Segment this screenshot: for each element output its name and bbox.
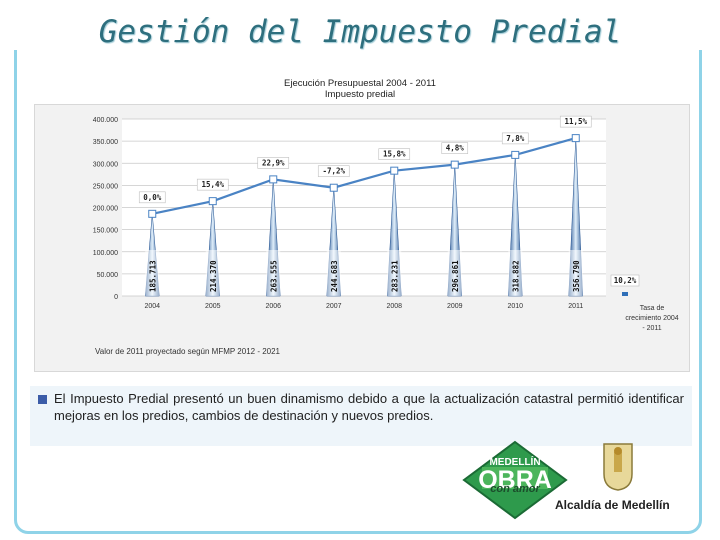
growth-label: 0,0% <box>143 193 162 202</box>
bar-value-label: 318.882 <box>511 260 520 292</box>
bar-value-label: 356.790 <box>572 260 581 292</box>
line-point <box>329 183 338 192</box>
x-tick-label: 2008 <box>386 303 402 310</box>
cagr-value-label: 10,2% <box>614 276 637 285</box>
line-point <box>208 197 217 206</box>
growth-label-box <box>559 115 592 128</box>
growth-line <box>152 137 577 215</box>
value-label-bg <box>266 250 281 296</box>
chart-title: Ejecución Presupuestal 2004 - 2011 <box>284 78 436 89</box>
footnote: Valor de 2011 proyectado según MFMP 2012… <box>95 347 281 356</box>
growth-label: 7,8% <box>506 134 525 143</box>
growth-label-box <box>378 148 411 160</box>
x-tick-label: 2009 <box>447 303 463 310</box>
value-label-bg <box>205 250 220 296</box>
crest-icon <box>603 443 633 491</box>
x-tick-label: 2007 <box>326 303 342 310</box>
growth-label-box <box>501 132 529 145</box>
bar-value-label: 244.683 <box>330 260 339 292</box>
x-tick-label: 2010 <box>507 303 523 310</box>
growth-label: 15,4% <box>201 180 224 189</box>
y-tick-label: 350.000 <box>93 139 118 146</box>
growth-label: 11,5% <box>564 117 587 126</box>
institution-name: Alcaldía de Medellín <box>555 498 670 512</box>
y-tick-label: 0 <box>114 294 118 301</box>
cagr-category-label: Tasa de <box>640 305 665 312</box>
cagr-category-label: - 2011 <box>642 325 661 332</box>
bar-value-label: 263.555 <box>269 260 278 292</box>
value-label-bg <box>145 250 160 296</box>
medellin-logo-icon <box>462 440 568 520</box>
bar-value-label: 283.231 <box>390 260 399 292</box>
growth-label-box <box>441 142 469 154</box>
cagr-bar <box>622 292 628 296</box>
logo-line3: con amor <box>490 483 540 495</box>
y-tick-label: 250.000 <box>93 183 118 190</box>
growth-label: 4,8% <box>446 144 465 153</box>
cagr-category-label: crecimiento 2004 <box>625 315 678 322</box>
value-label-bg <box>508 250 523 296</box>
y-tick-label: 200.000 <box>93 206 118 213</box>
line-point <box>450 160 459 169</box>
line-point <box>511 150 520 159</box>
growth-label-box <box>317 165 350 178</box>
logo-line1: MEDELLÍN <box>489 457 541 468</box>
bar-value-label: 214.370 <box>209 260 218 292</box>
growth-label-box <box>138 191 166 204</box>
logo-line2: OBRA <box>478 466 552 494</box>
body-text: El Impuesto Predial presentó un buen din… <box>54 391 684 423</box>
page-title: Gestión del Impuesto Predial <box>0 14 720 50</box>
line-point <box>269 175 278 184</box>
cagr-label-box <box>610 274 640 287</box>
bullet-icon <box>38 395 47 404</box>
line-point <box>148 209 157 218</box>
line-point <box>390 166 399 175</box>
value-label-bg <box>568 250 583 296</box>
x-tick-label: 2004 <box>144 303 160 310</box>
x-tick-label: 2005 <box>205 303 221 310</box>
value-label-bg <box>326 250 341 296</box>
text-panel <box>30 386 692 446</box>
line-point <box>571 134 580 143</box>
growth-label: 15,8% <box>383 150 406 159</box>
growth-label-box <box>196 178 229 191</box>
bar-value-label: 185.713 <box>148 260 157 292</box>
bar-value-label: 296.861 <box>451 260 460 292</box>
value-label-bg <box>447 250 462 296</box>
y-tick-label: 300.000 <box>93 161 118 168</box>
y-tick-label: 400.000 <box>93 117 118 124</box>
y-tick-label: 50.000 <box>97 272 119 279</box>
growth-label: 22,9% <box>262 158 285 167</box>
x-tick-label: 2006 <box>265 303 281 310</box>
growth-label: -7,2% <box>322 167 345 176</box>
growth-label-box <box>257 157 290 169</box>
value-label-bg <box>387 250 402 296</box>
x-tick-label: 2011 <box>568 303 583 310</box>
y-tick-label: 150.000 <box>93 228 118 235</box>
y-tick-label: 100.000 <box>93 250 118 257</box>
chart-subtitle: Impuesto predial <box>324 89 396 100</box>
